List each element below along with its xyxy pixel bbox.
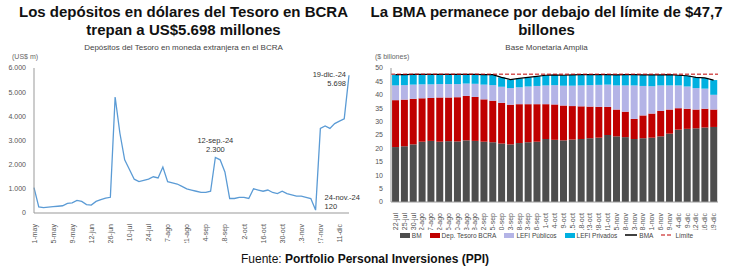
svg-text:50: 50 [375,64,383,71]
html-text:La BMA permanece por debajo de: La BMA permanece por debajo del límite d… [370,3,723,38]
svg-text:30: 30 [375,118,383,125]
svg-text:15: 15 [375,158,383,165]
html-text:Base Monetaria Amplia: Base Monetaria Amplia [505,43,588,52]
svg-text:28-ago: 28-ago [471,213,479,230]
svg-text:18-sep: 18-sep [221,224,229,243]
svg-text:30-oct: 30-oct [279,224,286,243]
html-text:($ billones): ($ billones) [375,53,410,60]
svg-text:2-ago: 2-ago [418,213,426,230]
svg-text:9-oct: 9-oct [560,213,567,229]
svg-text:1-may: 1-may [31,224,39,243]
svg-text:1.000: 1.000 [8,185,26,192]
svg-text:21-nov: 21-nov [648,213,655,230]
svg-text:24-nov.-24: 24-nov.-24 [324,193,360,203]
svg-text:18-sep: 18-sep [516,213,524,230]
svg-text:26-sep: 26-sep [533,213,541,230]
svg-text:45: 45 [375,78,383,85]
svg-text:4.000: 4.000 [8,113,26,120]
svg-text:23-ago: 23-ago [463,213,471,230]
svg-text:18-oct: 18-oct [578,213,585,230]
svg-text:20-ago: 20-ago [454,213,462,230]
svg-text:3.000: 3.000 [8,137,26,144]
svg-text:8-nov: 8-nov [622,213,629,230]
svg-text:12-dic: 12-dic [692,213,699,230]
svg-text:11-dic: 11-dic [336,224,343,243]
html-text:Límite: Límite [675,231,694,239]
svg-text:21-ago: 21-ago [183,224,191,243]
html-text:Los depósitos en dólares del T: Los depósitos en dólares del Tesoro en B… [19,3,348,38]
svg-text:12-jun: 12-jun [88,224,96,243]
svg-text:26-jun: 26-jun [107,224,115,243]
html-text:LEFI Privados: LEFI Privados [576,231,618,239]
svg-text:29-may: 29-may [69,224,77,243]
svg-text:25: 25 [375,131,383,138]
html-text:Dep. Tesoro BCRA: Dep. Tesoro BCRA [441,231,497,239]
svg-text:24-jul: 24-jul [145,224,153,242]
svg-text:6.000: 6.000 [8,64,26,71]
html-text:BMA: BMA [639,231,654,239]
svg-text:0: 0 [379,198,383,205]
svg-text:7-ago: 7-ago [164,224,172,242]
svg-text:2-oct: 2-oct [241,224,248,240]
svg-text:5: 5 [379,185,383,192]
svg-text:15-ago: 15-ago [445,213,453,230]
svg-text:7-ago: 7-ago [427,213,435,230]
svg-text:1-oct: 1-oct [542,213,549,229]
svg-text:4-sep: 4-sep [202,224,210,242]
html-text:Fuente: Portfolio Personal Inv: Fuente: Portfolio Personal Inversiones (… [241,252,489,266]
html-text:BM: BM [411,231,422,239]
html-text:Depósitos del Tesoro en moneda: Depósitos del Tesoro en moneda extranjer… [84,43,283,52]
svg-text:16-dic: 16-dic [701,213,708,230]
svg-text:4-dic: 4-dic [675,213,682,229]
svg-text:23-sep: 23-sep [524,213,532,230]
svg-text:26-nov: 26-nov [657,213,664,230]
svg-text:30-jul: 30-jul [410,213,418,230]
svg-text:27-nov: 27-nov [317,224,324,243]
svg-text:5-nov: 5-nov [613,213,620,230]
svg-text:0: 0 [22,209,26,216]
svg-text:23-oct: 23-oct [586,213,593,230]
svg-text:15-oct: 15-oct [569,213,576,230]
svg-text:25-jul: 25-jul [401,213,409,230]
svg-text:10-jul: 10-jul [126,224,134,242]
svg-text:2.300: 2.300 [206,145,225,154]
svg-text:12-ago: 12-ago [436,213,444,230]
svg-text:2.000: 2.000 [8,161,26,168]
svg-text:12-sep.-24: 12-sep.-24 [197,136,234,146]
svg-text:2-sep: 2-sep [480,213,488,230]
html-text:(US$ m): (US$ m) [12,53,39,60]
svg-text:120: 120 [325,202,338,211]
svg-text:10-sep: 10-sep [498,213,506,230]
svg-text:28-oct: 28-oct [595,213,602,230]
svg-text:19-dic: 19-dic [710,213,717,230]
svg-text:13-nov: 13-nov [298,224,305,243]
svg-text:40: 40 [375,91,383,98]
svg-text:5.698: 5.698 [327,79,346,88]
svg-text:9-dic: 9-dic [684,213,691,229]
svg-text:29-nov: 29-nov [666,213,673,230]
svg-text:22-jul: 22-jul [392,213,400,230]
html-text:LEFI Públicos: LEFI Públicos [516,231,557,239]
svg-text:15-may: 15-may [50,224,58,243]
svg-text:31-oct: 31-oct [604,213,611,230]
svg-text:4-oct: 4-oct [551,213,558,229]
svg-text:5-sep: 5-sep [489,213,497,230]
svg-text:35: 35 [375,105,383,112]
svg-text:19-dic.-24: 19-dic.-24 [312,70,346,80]
svg-text:20: 20 [375,145,383,152]
svg-text:5.000: 5.000 [8,89,26,96]
svg-text:18-nov: 18-nov [639,213,646,230]
svg-text:13-sep: 13-sep [507,213,515,230]
svg-text:13-nov: 13-nov [631,213,638,230]
svg-text:16-oct: 16-oct [260,224,267,243]
svg-text:10: 10 [375,172,383,179]
